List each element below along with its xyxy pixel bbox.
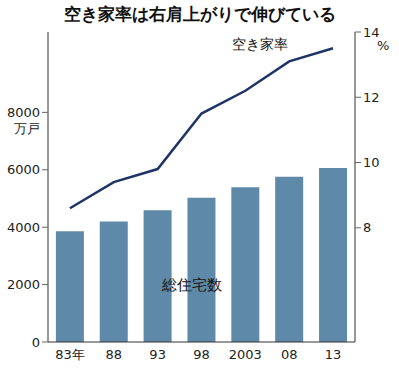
svg-text:14: 14 [363,25,380,40]
html-text:空き家率は右肩上がりで伸びている: 空き家率は右肩上がりで伸びている [63,4,336,24]
svg-text:08: 08 [281,347,298,362]
svg-text:88: 88 [106,347,123,362]
svg-text:10: 10 [363,155,380,170]
svg-text:8000: 8000 [7,105,40,120]
svg-text:4000: 4000 [7,220,40,235]
svg-text:98: 98 [193,347,210,362]
svg-text:0: 0 [32,335,40,350]
svg-text:8: 8 [363,220,371,235]
svg-text:2000: 2000 [7,277,40,292]
svg-text:6000: 6000 [7,162,40,177]
svg-text:2003: 2003 [229,347,262,362]
svg-text:93: 93 [149,347,166,362]
svg-text:12: 12 [363,90,380,105]
html-text:万戸: 万戸 [14,121,40,137]
html-text:空き家率: 空き家率 [232,36,289,52]
svg-text:13: 13 [325,347,342,362]
html-text:総住宅数: 総住宅数 [162,276,222,294]
svg-text:83年: 83年 [55,347,85,362]
